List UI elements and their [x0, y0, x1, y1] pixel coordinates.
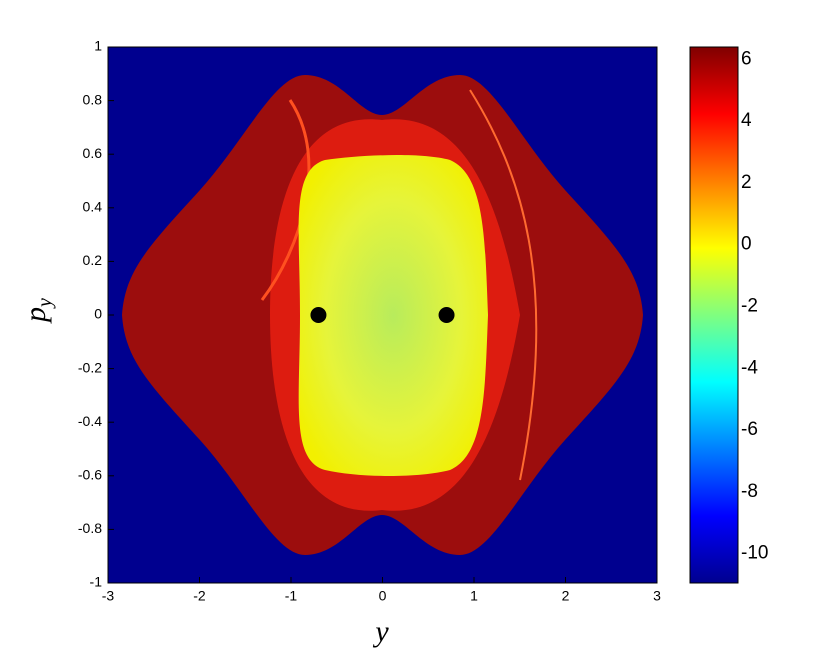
- x-tick-label: -3: [102, 588, 115, 604]
- y-tick-label: 0: [94, 306, 102, 322]
- colorbar-tick-label: 0: [741, 234, 752, 255]
- colorbar-tick-label: -6: [741, 419, 758, 440]
- y-tick-label: -1: [90, 574, 103, 590]
- y-axis-label: py: [19, 298, 56, 324]
- x-tick-label: -1: [285, 588, 298, 604]
- colorbar-tick-label: -10: [741, 543, 768, 564]
- y-tick-label: -0.4: [78, 413, 102, 429]
- x-tick-label: 2: [562, 588, 570, 604]
- x-tick-label: -2: [193, 588, 206, 604]
- heatmap: [108, 47, 657, 583]
- colorbar-tick-label: 4: [741, 110, 752, 131]
- x-axis-label: y: [372, 615, 389, 648]
- x-tick-label: 0: [379, 588, 387, 604]
- x-tick-label: 1: [470, 588, 478, 604]
- y-tick-label: -0.2: [78, 359, 102, 375]
- point: [438, 307, 455, 323]
- colorbar-tick-label: 2: [741, 172, 752, 193]
- y-tick-label: 0.8: [83, 91, 103, 107]
- y-tick-label: -0.8: [78, 520, 102, 536]
- y-tick-label: 0.2: [83, 252, 103, 268]
- point: [310, 307, 327, 323]
- colorbar-tick-label: 6: [741, 48, 752, 69]
- colorbar-tick-label: -8: [741, 481, 758, 502]
- colorbar-tick-label: -2: [741, 296, 758, 317]
- y-tick-label: -0.6: [78, 467, 102, 483]
- axes: -3 -2 -1 0 1 2 3-1-0.8-0.6-0.4-0.200.20.40.60.…: [78, 38, 769, 604]
- y-tick-label: 0.6: [83, 145, 103, 161]
- y-tick-label: 1: [94, 38, 102, 54]
- y-axis-label-main: p: [19, 307, 52, 324]
- y-tick-label: 0.4: [83, 199, 103, 215]
- colorbar: [689, 46, 739, 584]
- x-tick-label: 3: [653, 588, 661, 604]
- y-axis-label-subscript: y: [34, 298, 56, 309]
- colorbar-tick-label: -4: [741, 357, 758, 378]
